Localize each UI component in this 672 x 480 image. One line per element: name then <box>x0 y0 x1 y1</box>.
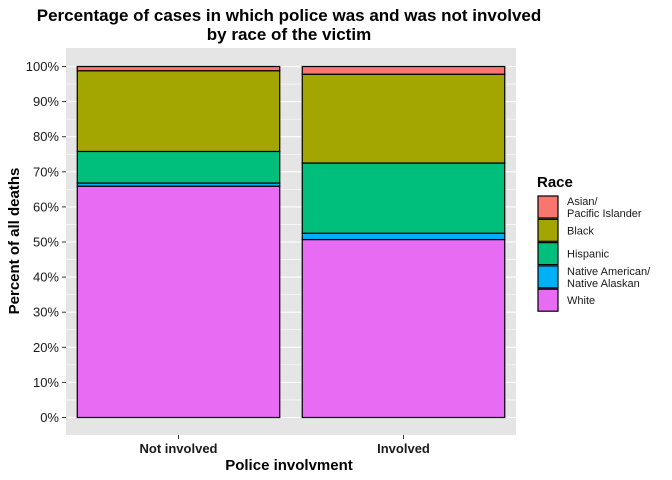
bar-segment <box>76 185 281 419</box>
legend-key <box>537 242 559 266</box>
bar-segment <box>301 162 506 234</box>
y-tick-label: 50% <box>33 235 59 250</box>
x-tick-label: Involved <box>377 441 430 456</box>
chart-title-line-2: by race of the victim <box>207 25 371 44</box>
y-tick-label: 70% <box>33 164 59 179</box>
bar-segment <box>301 73 506 164</box>
y-axis-ticks: 0% 10% 20% 30% 40% 50% 60% 70% 80% 90% 100% <box>26 59 66 425</box>
bar-segment <box>301 232 506 241</box>
x-axis-title: Police involvment <box>225 457 353 474</box>
legend: Asian/Pacific Islander Black Hispanic Nativ… <box>537 195 651 312</box>
legend-label: Hispanic <box>567 249 610 261</box>
y-tick-label: 80% <box>33 129 59 144</box>
legend-key <box>537 265 559 289</box>
legend-key <box>537 195 559 219</box>
y-tick-label: 20% <box>33 340 59 355</box>
chart-title-line-1: Percentage of cases in which police was … <box>37 6 542 25</box>
legend-label: White <box>567 295 595 307</box>
y-tick-label: 10% <box>33 375 59 390</box>
bar-segment <box>76 150 281 184</box>
bar-segment <box>301 238 506 419</box>
bar-segment <box>76 65 281 72</box>
bars <box>76 65 506 419</box>
y-tick-label: 30% <box>33 305 59 320</box>
bar-segment <box>76 70 281 153</box>
y-tick-label: 100% <box>26 59 60 74</box>
legend-label: Black <box>567 225 594 237</box>
bar-segment <box>301 65 506 75</box>
x-tick-label: Not involved <box>139 441 217 456</box>
legend-label: Asian/Pacific Islander <box>567 196 642 220</box>
y-tick-label: 60% <box>33 199 59 214</box>
legend-label: Native American/Native Alaskan <box>567 266 651 290</box>
y-tick-label: 90% <box>33 94 59 109</box>
legend-key <box>537 288 559 312</box>
x-axis-ticks: Not involved Involved <box>139 435 430 456</box>
y-tick-label: 40% <box>33 270 59 285</box>
y-tick-label: 0% <box>40 410 59 425</box>
legend-title: Race <box>537 174 573 191</box>
legend-key <box>537 218 559 242</box>
y-axis-title: Percent of all deaths <box>6 168 23 315</box>
